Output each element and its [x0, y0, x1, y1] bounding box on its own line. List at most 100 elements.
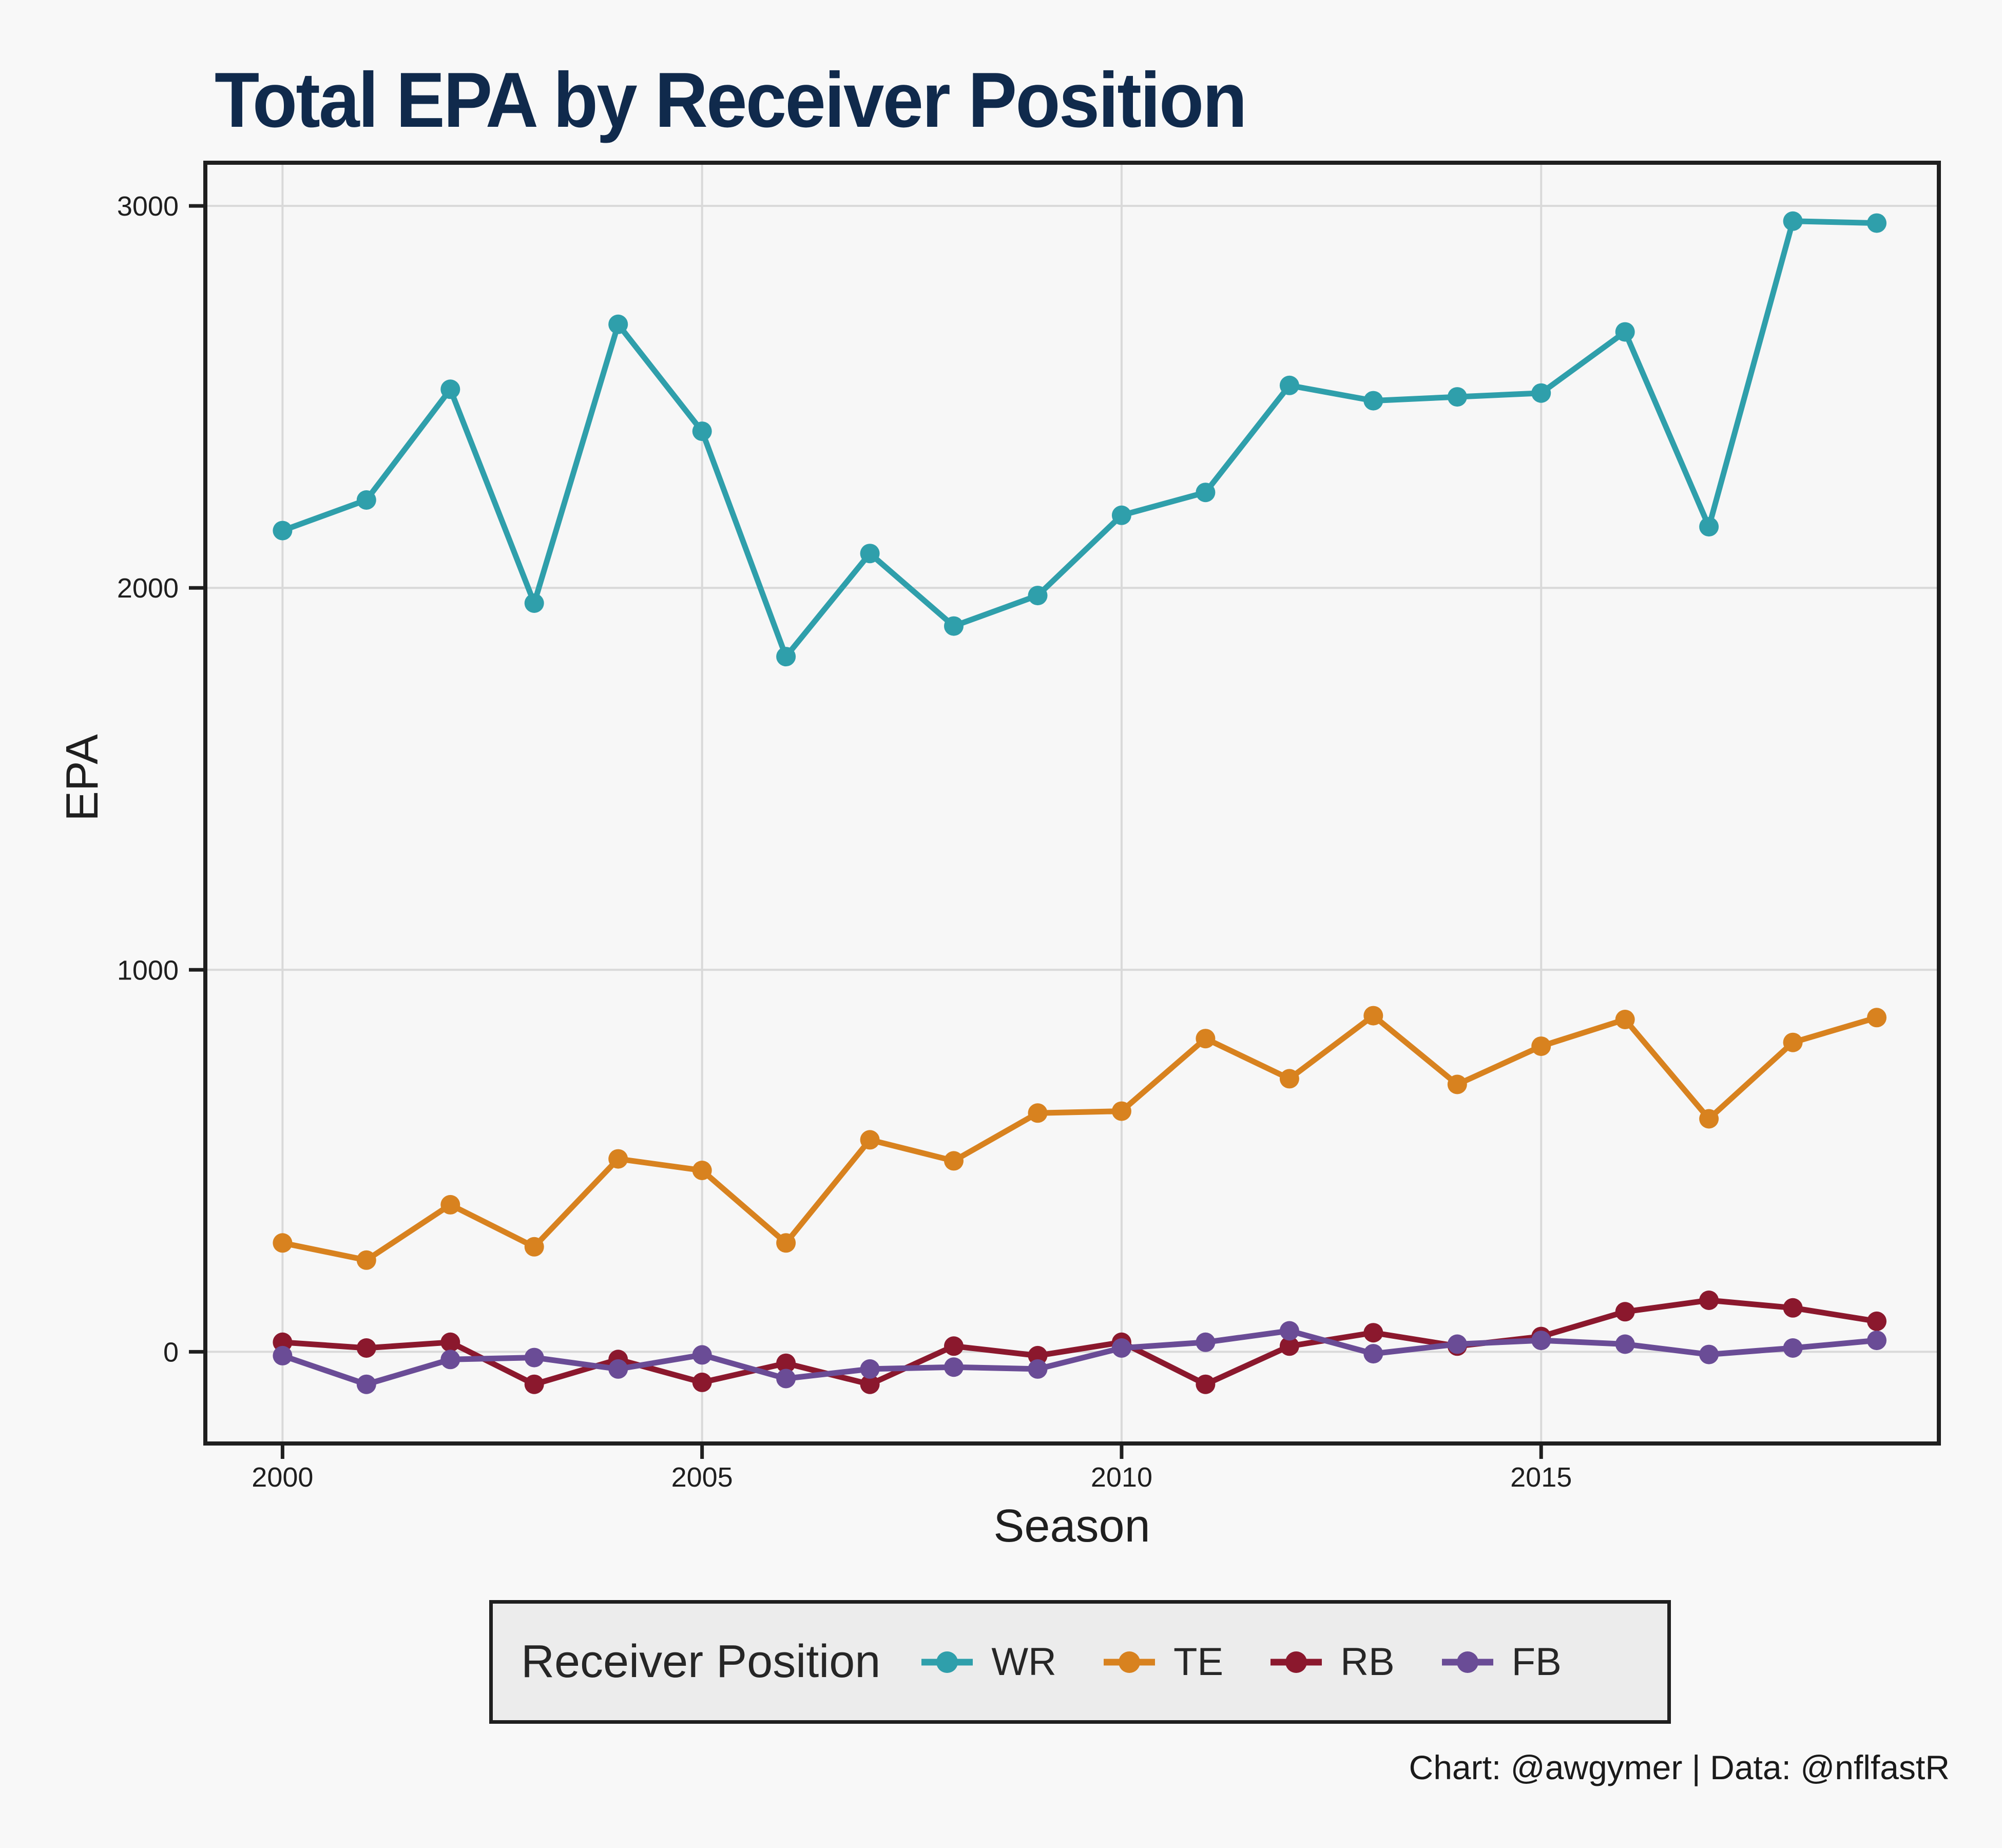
- plot-panel: 0 1000 2000 3000 2000 2005 2010 2015: [117, 161, 1941, 1493]
- wr-point-2001: [356, 490, 376, 510]
- wr-point-2007: [860, 544, 880, 564]
- legend-label-wr: WR: [991, 1640, 1056, 1684]
- fb-point-2013: [1363, 1344, 1383, 1364]
- te-point-2015: [1531, 1036, 1551, 1056]
- wr-point-2010: [1111, 505, 1131, 525]
- wr-point-2017: [1699, 517, 1719, 537]
- y-tick-label-2000: 2000: [117, 573, 179, 604]
- rb-point-2005: [692, 1372, 712, 1392]
- rb-point-2009: [1028, 1345, 1048, 1365]
- rb-point-2007: [860, 1374, 880, 1394]
- fb-point-2007: [860, 1359, 880, 1379]
- y-axis-title: EPA: [56, 734, 107, 821]
- x-tick-label-2010: 2010: [1091, 1462, 1152, 1493]
- rb-point-2002: [440, 1332, 460, 1352]
- wr-point-2006: [776, 647, 796, 667]
- te-point-2008: [944, 1151, 964, 1171]
- y-tick-label-0: 0: [163, 1337, 179, 1368]
- x-tick-label-2000: 2000: [252, 1462, 313, 1493]
- panel-background: [205, 163, 1939, 1443]
- panel-border: [203, 161, 1941, 1446]
- chart-canvas: 0 1000 2000 3000 2000 2005 2010 2015: [117, 161, 1941, 1493]
- rb-point-2012: [1279, 1336, 1299, 1356]
- fb-point-2011: [1196, 1332, 1216, 1352]
- wr-point-2018: [1783, 211, 1803, 231]
- wr-point-2004: [608, 314, 628, 334]
- fb-point-2014: [1447, 1334, 1467, 1354]
- fb-point-2000: [273, 1345, 293, 1365]
- fb-point-2009: [1028, 1359, 1048, 1379]
- legend-box: Receiver Position WR TE RB FB: [489, 1600, 1671, 1724]
- rb-point-2018: [1783, 1298, 1803, 1318]
- te-point-2002: [440, 1195, 460, 1215]
- te-point-2009: [1028, 1103, 1048, 1123]
- legend-label-rb: RB: [1340, 1640, 1395, 1684]
- te-point-2012: [1279, 1069, 1299, 1089]
- te-point-2003: [524, 1237, 544, 1257]
- y-tick-label-1000: 1000: [117, 955, 179, 986]
- rb-point-2000: [273, 1332, 293, 1352]
- wr-point-2015: [1531, 383, 1551, 403]
- rb-series-line: [279, 1297, 1880, 1388]
- fb-point-2002: [440, 1350, 460, 1370]
- wr-point-2014: [1447, 387, 1467, 407]
- fb-point-2006: [776, 1369, 796, 1389]
- rb-point-2008: [944, 1336, 964, 1356]
- rb-series-key-icon: [1270, 1651, 1322, 1673]
- te-point-2000: [273, 1233, 293, 1253]
- rb-point-2019: [1867, 1311, 1886, 1331]
- te-point-2016: [1615, 1010, 1635, 1029]
- te-point-2001: [356, 1250, 376, 1270]
- wr-point-2011: [1196, 483, 1216, 503]
- legend-title: Receiver Position: [521, 1636, 881, 1687]
- te-point-2005: [692, 1161, 712, 1180]
- fb-point-2010: [1111, 1338, 1131, 1358]
- te-series-line: [279, 1013, 1880, 1263]
- fb-point-2005: [692, 1345, 712, 1365]
- legend-entry-wr: WR: [921, 1640, 1056, 1684]
- fb-point-2012: [1279, 1321, 1299, 1341]
- wr-point-2000: [273, 521, 293, 541]
- wr-point-2009: [1028, 586, 1048, 606]
- x-tick-label-2005: 2005: [671, 1462, 733, 1493]
- wr-point-2013: [1363, 391, 1383, 411]
- rb-point-2011: [1196, 1374, 1216, 1394]
- te-series-key-icon: [1103, 1651, 1155, 1673]
- fb-point-2001: [356, 1374, 376, 1394]
- legend-entry-te: TE: [1103, 1640, 1224, 1684]
- fb-point-2016: [1615, 1334, 1635, 1354]
- te-point-2013: [1363, 1006, 1383, 1026]
- te-point-2014: [1447, 1074, 1467, 1094]
- wr-series-line: [279, 218, 1880, 660]
- x-tick-label-2015: 2015: [1510, 1462, 1572, 1493]
- fb-point-2004: [608, 1359, 628, 1379]
- wr-point-2002: [440, 379, 460, 399]
- rb-point-2017: [1699, 1291, 1719, 1310]
- y-tick-label-3000: 3000: [117, 191, 179, 222]
- rb-point-2013: [1363, 1323, 1383, 1343]
- wr-point-2003: [524, 593, 544, 613]
- legend-label-fb: FB: [1511, 1640, 1562, 1684]
- rb-point-2006: [776, 1353, 796, 1373]
- fb-point-2003: [524, 1348, 544, 1368]
- wr-point-2012: [1279, 375, 1299, 395]
- wr-point-2005: [692, 421, 712, 441]
- wr-point-2008: [944, 616, 964, 636]
- legend-entry-rb: RB: [1270, 1640, 1395, 1684]
- te-point-2006: [776, 1233, 796, 1253]
- legend-entry-fb: FB: [1441, 1640, 1562, 1684]
- credit-line: Chart: @awgymer | Data: @nflfastR: [1409, 1748, 1950, 1786]
- wr-point-2016: [1615, 322, 1635, 342]
- wr-series-key-icon: [921, 1651, 973, 1673]
- fb-point-2008: [944, 1357, 964, 1377]
- rb-point-2003: [524, 1374, 544, 1394]
- chart-title: Total EPA by Receiver Position: [215, 56, 1247, 144]
- te-point-2010: [1111, 1101, 1131, 1121]
- fb-point-2018: [1783, 1338, 1803, 1358]
- te-point-2004: [608, 1149, 628, 1169]
- wr-point-2019: [1867, 213, 1886, 233]
- legend-label-te: TE: [1173, 1640, 1224, 1684]
- fb-series-key-icon: [1441, 1651, 1493, 1673]
- te-point-2007: [860, 1130, 880, 1150]
